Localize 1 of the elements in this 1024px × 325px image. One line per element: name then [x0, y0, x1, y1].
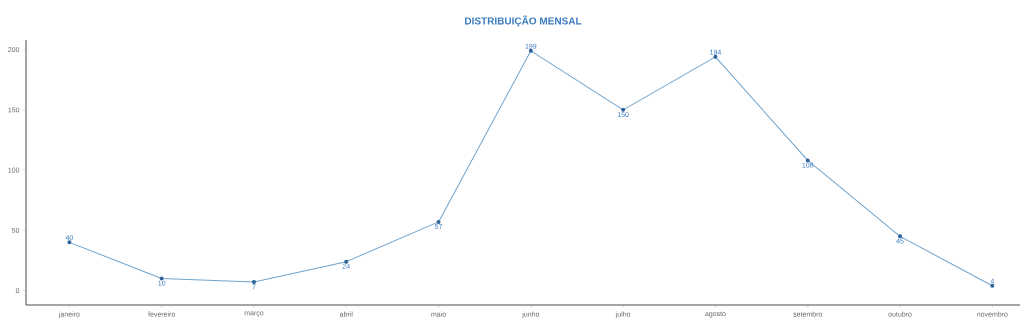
- chart-title: DISTRIBUIÇÃO MENSAL: [465, 15, 582, 27]
